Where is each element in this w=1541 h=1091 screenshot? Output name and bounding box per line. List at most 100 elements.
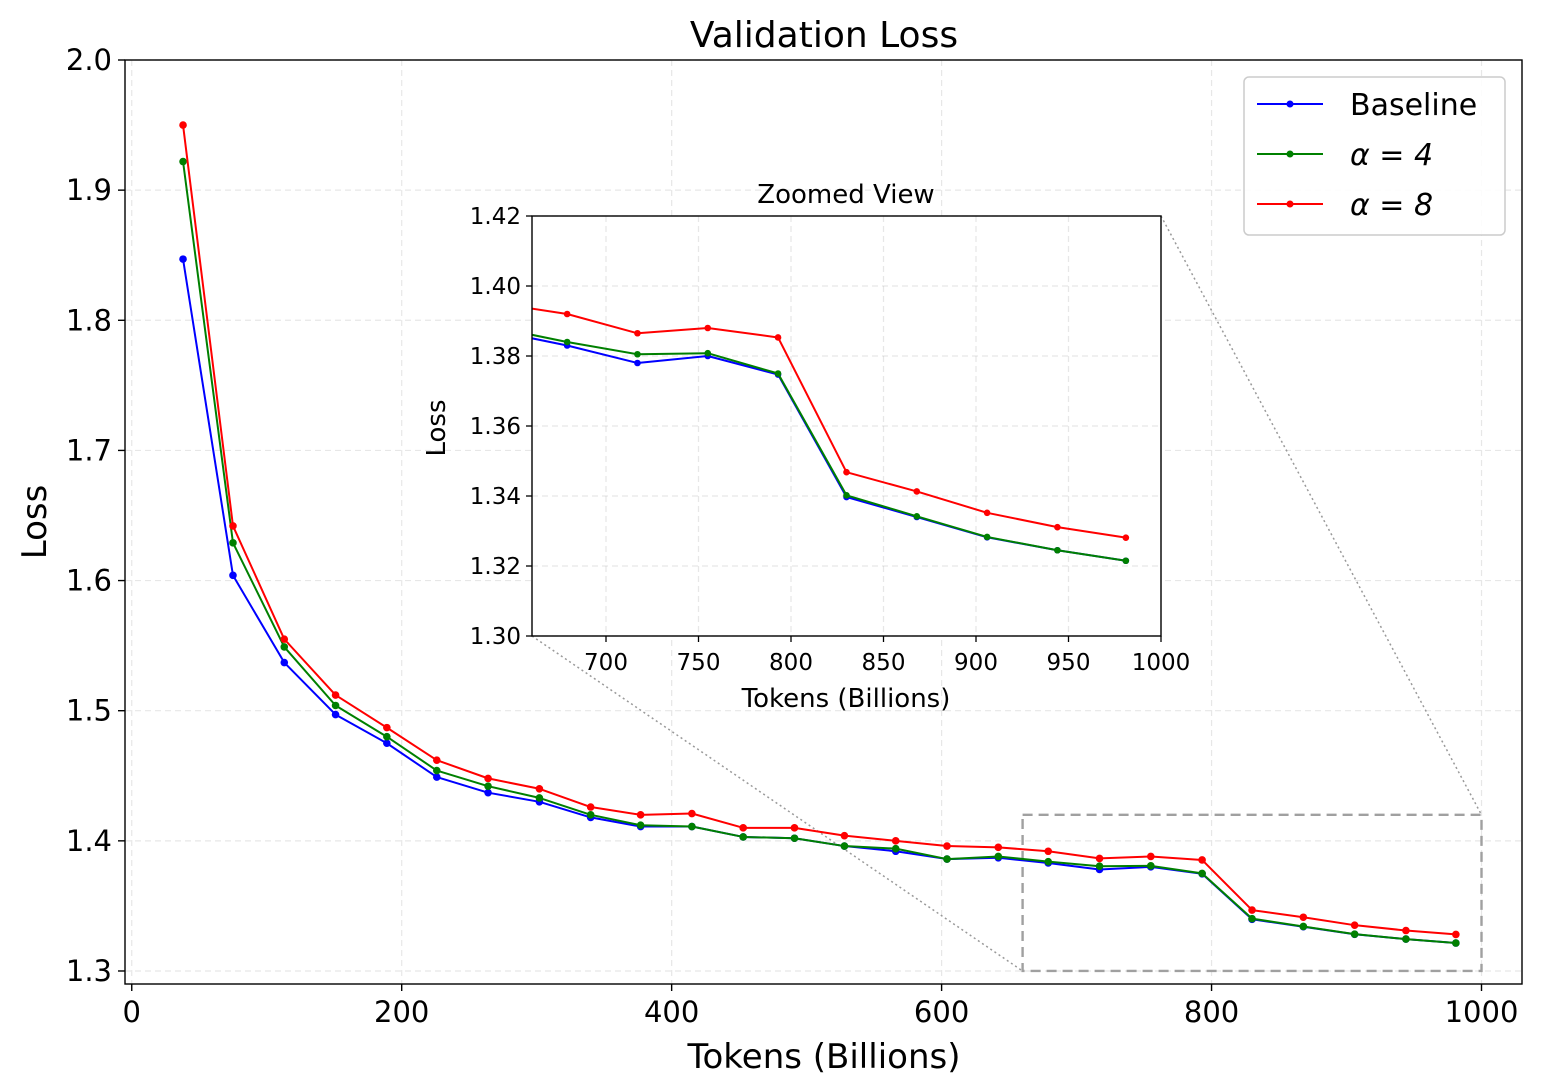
x-tick-label: 400 [644, 995, 699, 1029]
legend-label-alpha-8: α = 8 [1350, 188, 1433, 223]
data-point-4 [636, 821, 645, 830]
y-tick-label: 1.3 [66, 954, 112, 988]
data-point-baseline [432, 773, 441, 781]
inset-x-tick-label: 950 [1047, 650, 1091, 676]
data-point-8 [229, 522, 237, 530]
inset-data-point-8 [1054, 523, 1061, 531]
data-point-8 [1452, 930, 1460, 939]
inset-series [532, 307, 1130, 565]
data-point-4 [1299, 922, 1308, 931]
data-point-8 [1147, 852, 1155, 861]
data-point-4 [586, 811, 595, 819]
y-tick-label: 1.9 [66, 173, 112, 207]
inset-series-line-8 [532, 307, 1127, 539]
inset-x-tick-label: 750 [677, 650, 721, 676]
inset-x-tick-label: 800 [769, 650, 813, 676]
data-point-4 [179, 157, 187, 166]
inset-x-axis-label: Tokens (Billions) [741, 684, 951, 714]
data-point-4 [1095, 862, 1104, 871]
data-point-8 [994, 843, 1003, 852]
y-tick-label: 1.6 [66, 564, 112, 598]
inset-y-tick-label: 1.32 [470, 554, 521, 580]
data-point-baseline [229, 571, 237, 580]
data-point-4 [1350, 930, 1359, 938]
data-point-8 [636, 811, 645, 819]
y-axis-label: Loss [15, 485, 55, 560]
inset-y-tick-label: 1.34 [470, 484, 521, 510]
inset-y-tick-label: 1.30 [470, 624, 521, 650]
inset-axis-ticks: 700 750 800 850 900 950 1000 1.30 1.32 1.34 1.36 1.… [470, 204, 1190, 676]
data-point-4 [331, 701, 340, 710]
x-tick-label: 600 [914, 995, 969, 1029]
data-point-4 [229, 539, 237, 547]
chart-title: Validation Loss [690, 15, 958, 56]
data-point-4 [1248, 914, 1256, 923]
inset-data-point-4 [983, 533, 991, 541]
legend-marker-alpha-4 [1286, 150, 1294, 158]
inset-data-point-8 [913, 488, 921, 495]
data-point-8 [1350, 921, 1359, 929]
data-point-4 [790, 834, 799, 843]
data-point-8 [739, 824, 747, 832]
inset-data-point-4 [704, 349, 712, 357]
main-series [179, 121, 1460, 947]
inset-x-tick-label: 700 [584, 650, 628, 676]
inset-series-line-4 [532, 333, 1127, 562]
inset-title: Zoomed View [757, 180, 934, 210]
inset-data-point-4 [774, 370, 782, 377]
series-line-4 [182, 161, 1456, 945]
data-point-8 [1095, 854, 1104, 863]
y-tick-label: 2.0 [66, 43, 112, 77]
y-tick-label: 1.4 [66, 824, 112, 858]
inset-y-tick-label: 1.42 [470, 204, 521, 230]
data-point-8 [1248, 906, 1256, 914]
data-point-8 [331, 691, 340, 699]
data-point-8 [1044, 847, 1053, 856]
x-tick-label: 800 [1184, 995, 1239, 1029]
main-plot-frame [124, 59, 1523, 985]
main-axis-ticks: 0 200 400 600 800 1000 1.3 1.4 1.5 1.6 1.7 1.8 1.9 2.… [66, 43, 1519, 1029]
data-point-4 [383, 732, 391, 741]
data-point-8 [790, 824, 799, 832]
legend-marker-alpha-8 [1286, 200, 1294, 208]
x-tick-label: 0 [123, 995, 141, 1029]
data-point-8 [943, 842, 951, 850]
data-point-8 [1402, 926, 1410, 935]
zoom-connectors [531, 215, 1483, 973]
x-tick-label: 200 [374, 995, 429, 1029]
data-point-8 [1299, 913, 1308, 922]
data-point-8 [383, 723, 391, 732]
data-point-8 [1198, 856, 1206, 864]
data-point-4 [484, 782, 492, 790]
data-point-baseline [280, 658, 289, 667]
inset-data-point-4 [634, 350, 641, 358]
inset-data-point-4 [563, 338, 571, 346]
data-point-8 [891, 837, 900, 845]
inset-y-axis-label: Loss [422, 399, 452, 456]
y-tick-label: 1.5 [66, 694, 112, 728]
data-point-8 [688, 809, 696, 818]
inset-data-point-8 [704, 324, 712, 332]
data-point-4 [840, 842, 849, 850]
data-point-8 [280, 635, 289, 643]
inset-data-point-8 [774, 334, 782, 341]
data-point-4 [1198, 869, 1206, 878]
inset-background [532, 216, 1161, 636]
data-point-4 [1452, 939, 1460, 947]
inset-y-tick-label: 1.40 [470, 274, 521, 300]
data-point-baseline [331, 710, 340, 719]
legend: Baseline α = 4 α = 8 [1243, 76, 1506, 236]
data-point-4 [891, 844, 900, 853]
legend-label-alpha-4: α = 4 [1350, 138, 1433, 173]
x-axis-label: Tokens (Billions) [687, 1037, 961, 1077]
data-point-4 [688, 822, 696, 831]
inset-x-tick-label: 1000 [1132, 650, 1191, 676]
data-point-baseline [179, 255, 187, 263]
inset-x-tick-label: 850 [862, 650, 906, 676]
data-point-baseline [484, 788, 492, 797]
inset-data-point-8 [634, 329, 641, 337]
data-point-8 [586, 803, 595, 811]
data-point-8 [535, 784, 544, 793]
